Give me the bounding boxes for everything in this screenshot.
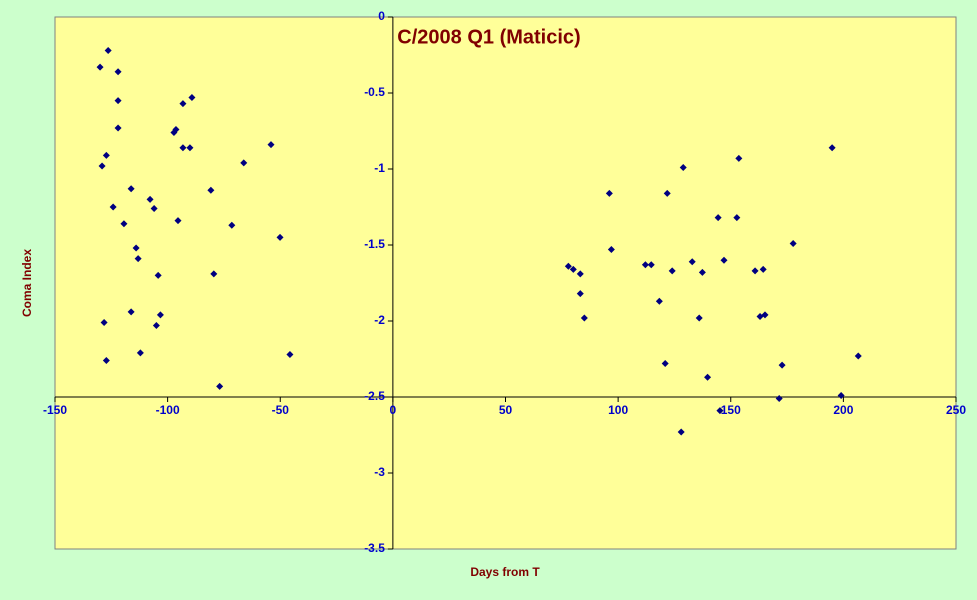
plot-area [54,16,957,550]
point [172,125,180,133]
x-tick-label: 50 [499,403,513,417]
point [134,255,142,263]
point [276,233,284,241]
point [761,311,769,319]
point [152,322,160,330]
point [156,311,164,319]
point [228,221,236,229]
point [569,265,577,273]
point [146,195,154,203]
y-tick-label: -3.5 [364,541,385,555]
point [114,97,122,105]
point [641,261,649,269]
point [286,350,294,358]
point [216,382,224,390]
point [154,271,162,279]
point [267,141,275,149]
point [647,261,655,269]
point [759,265,767,273]
point [576,270,584,278]
point [837,391,845,399]
point [733,214,741,222]
y-axis-label: Coma Index [20,249,34,317]
y-tick-label: -2.5 [364,389,385,403]
point [698,268,706,276]
x-tick-label: 100 [608,403,628,417]
x-tick-label: -50 [272,403,290,417]
point [828,144,836,152]
point [854,352,862,360]
point [576,290,584,298]
point [210,270,218,278]
point [114,124,122,132]
point [136,349,144,357]
x-tick-label: -150 [43,403,67,417]
point [716,407,724,415]
point [661,360,669,368]
point [96,63,104,71]
point [655,297,663,305]
point [775,395,783,403]
y-tick-label: -3 [374,465,385,479]
y-tick-label: -2 [374,313,385,327]
point [695,314,703,322]
x-axis-label: Days from T [470,565,540,579]
point [607,246,615,254]
x-tick-label: 0 [390,403,397,417]
x-tick-label: 150 [721,403,741,417]
chart-title: C/2008 Q1 (Maticic) [397,26,580,48]
point [179,100,187,108]
point [98,162,106,170]
y-tick-label: -1 [374,161,385,175]
point [735,154,743,162]
point [127,308,135,316]
point [104,46,112,54]
point [714,214,722,222]
point [668,267,676,275]
point [179,144,187,152]
point [132,244,140,252]
point [679,163,687,171]
point [704,373,712,381]
point [605,189,613,197]
point [100,319,108,327]
point [240,159,248,167]
x-tick-label: 250 [946,403,966,417]
point [102,357,110,365]
point [778,361,786,369]
y-tick-label: -1.5 [364,237,385,251]
point [663,189,671,197]
point [564,262,572,270]
point [102,151,110,159]
point [688,258,696,266]
point [207,186,215,194]
point [114,68,122,76]
point [174,217,182,225]
point [127,185,135,193]
point [789,239,797,247]
point [150,205,158,213]
point [580,314,588,322]
x-tick-label: -100 [156,403,180,417]
point [120,220,128,228]
x-tick-label: 200 [833,403,853,417]
point [109,203,117,211]
point [188,94,196,102]
y-tick-label: -0.5 [364,85,385,99]
point [751,267,759,275]
point [677,428,685,436]
point [720,256,728,264]
y-tick-label: 0 [378,9,385,23]
point [186,144,194,152]
